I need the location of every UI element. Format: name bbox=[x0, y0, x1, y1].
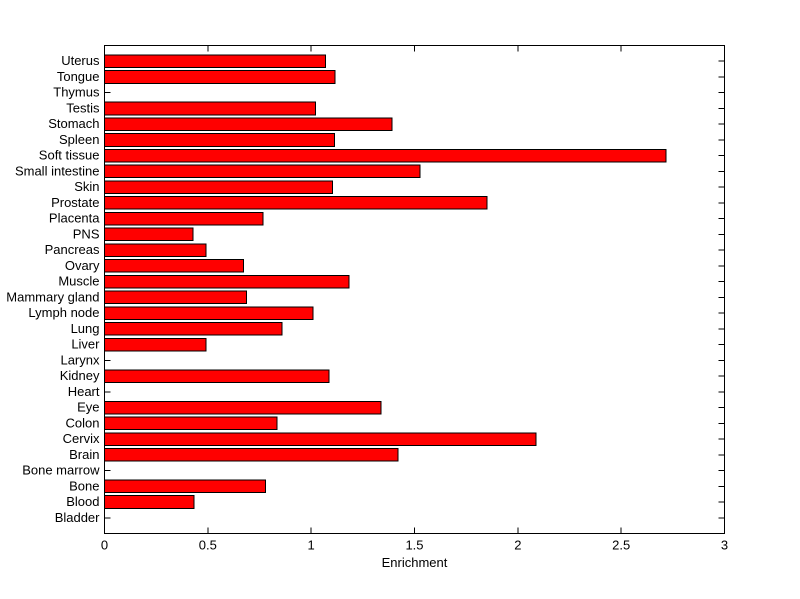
svg-text:Tongue: Tongue bbox=[57, 69, 100, 84]
svg-text:Mammary gland: Mammary gland bbox=[6, 289, 99, 304]
svg-text:Bone marrow: Bone marrow bbox=[22, 463, 100, 478]
svg-text:0.5: 0.5 bbox=[199, 538, 217, 553]
svg-text:Cervix: Cervix bbox=[63, 431, 100, 446]
svg-text:Eye: Eye bbox=[77, 400, 99, 415]
svg-text:PNS: PNS bbox=[73, 226, 100, 241]
svg-text:Spleen: Spleen bbox=[59, 132, 99, 147]
svg-text:3: 3 bbox=[721, 538, 728, 553]
svg-text:Thymus: Thymus bbox=[53, 85, 100, 100]
svg-text:Brain: Brain bbox=[69, 447, 99, 462]
svg-text:Enrichment: Enrichment bbox=[382, 555, 448, 570]
svg-text:Soft tissue: Soft tissue bbox=[39, 148, 100, 163]
svg-text:0: 0 bbox=[101, 538, 108, 553]
svg-text:Bone: Bone bbox=[69, 478, 99, 493]
svg-text:2.5: 2.5 bbox=[612, 538, 630, 553]
svg-text:Ovary: Ovary bbox=[65, 258, 100, 273]
svg-text:Placenta: Placenta bbox=[49, 211, 100, 226]
svg-text:Pancreas: Pancreas bbox=[45, 242, 100, 257]
svg-text:Small intestine: Small intestine bbox=[15, 163, 100, 178]
svg-text:Lymph node: Lymph node bbox=[28, 305, 99, 320]
svg-text:Colon: Colon bbox=[66, 415, 100, 430]
svg-text:Testis: Testis bbox=[66, 100, 100, 115]
svg-text:Blood: Blood bbox=[66, 494, 99, 509]
svg-text:Prostate: Prostate bbox=[51, 195, 99, 210]
svg-text:2: 2 bbox=[514, 538, 521, 553]
svg-text:Lung: Lung bbox=[71, 321, 100, 336]
svg-text:Larynx: Larynx bbox=[60, 352, 100, 367]
svg-text:Liver: Liver bbox=[71, 337, 100, 352]
svg-text:1.5: 1.5 bbox=[405, 538, 423, 553]
svg-text:Stomach: Stomach bbox=[48, 116, 99, 131]
svg-text:Skin: Skin bbox=[74, 179, 99, 194]
svg-text:Uterus: Uterus bbox=[61, 53, 100, 68]
svg-text:Kidney: Kidney bbox=[60, 368, 100, 383]
svg-text:Heart: Heart bbox=[68, 384, 100, 399]
svg-text:1: 1 bbox=[308, 538, 315, 553]
svg-text:Muscle: Muscle bbox=[58, 274, 99, 289]
svg-text:Bladder: Bladder bbox=[55, 510, 100, 525]
